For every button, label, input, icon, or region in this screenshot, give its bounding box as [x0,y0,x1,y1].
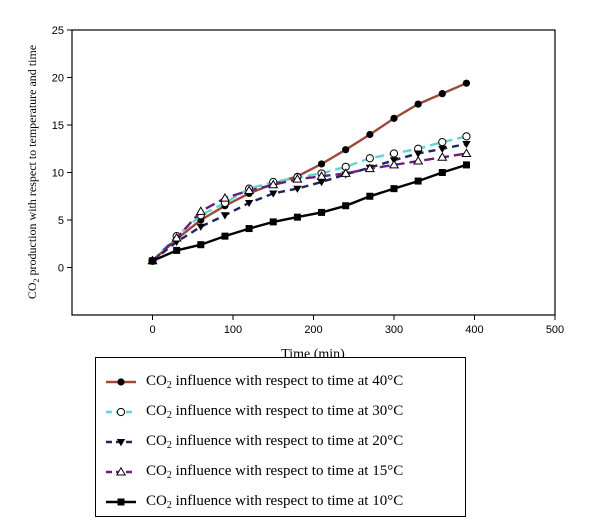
data-point [390,185,398,193]
legend-symbols [106,378,136,506]
data-point [317,179,326,187]
legend-symbol-2 [106,439,136,447]
x-tick-label: 400 [465,324,483,336]
plot-frame [71,29,556,316]
legend-symbol-0 [106,378,136,386]
data-point [149,257,156,265]
data-point [197,241,205,249]
data-point [245,225,253,233]
series-layer [147,79,472,266]
series-0 [148,79,471,265]
data-point [438,90,446,98]
series-line [151,152,467,262]
data-point [438,145,447,153]
data-point [318,208,326,216]
x-tick-label: 300 [385,324,403,336]
data-point [219,192,231,202]
y-tick-label: 25 [52,25,64,37]
legend-label-40c: CO2 influence with respect to time at 40… [146,373,404,391]
legend-label-15c: CO2 influence with respect to time at 15… [146,463,404,481]
data-point [438,138,447,147]
data-point [365,154,374,163]
y-axis-title: CO2 production with respect to temperatu… [25,45,41,299]
data-point [366,130,374,139]
data-point [269,190,278,198]
data-point [389,149,399,158]
y-tick-label: 5 [58,215,64,227]
data-point [340,168,351,177]
legend: CO2 influence with respect to time at 40… [95,357,466,517]
x-tick-label: 500 [546,324,564,336]
data-point [316,171,327,180]
data-point [462,132,471,141]
y-axis-title-sub: 2 [32,278,41,282]
data-point [293,185,302,193]
data-point [366,192,374,200]
legend-label-30c: CO2 influence with respect to time at 30… [146,403,404,421]
data-point [390,114,398,122]
data-point [342,146,350,154]
data-point [269,218,277,226]
legend-symbol-4 [106,498,136,506]
data-point [438,169,446,176]
legend-marker [116,407,126,417]
data-point [244,185,255,194]
data-point [221,232,229,240]
data-point [388,159,400,169]
y-tick-label: 10 [52,168,64,180]
data-point [413,150,423,158]
series-3 [147,148,472,265]
y-axis-ticks: 0 5 10 15 20 25 [52,25,72,275]
legend-symbol-1 [106,407,136,417]
data-point [413,155,424,165]
y-axis-title-main: CO [25,282,39,299]
data-point [173,246,181,254]
y-tick-label: 15 [52,120,64,132]
legend-marker [117,378,125,386]
x-tick-label: 100 [224,324,242,336]
legend-label-10c: CO2 influence with respect to time at 10… [146,493,404,511]
legend-marker [117,498,125,506]
data-point [414,100,422,108]
data-point [414,177,422,185]
x-axis-ticks: 0 100 200 300 400 500 [149,315,564,336]
y-tick-label: 20 [52,73,64,85]
data-point [462,141,471,149]
data-point [461,148,472,157]
data-point [462,161,470,169]
data-point [171,232,182,242]
data-point [244,199,254,208]
series-line [151,82,467,262]
series-line [151,142,467,262]
data-point [462,79,471,87]
x-tick-label: 0 [149,324,155,336]
data-point [437,152,448,161]
data-point [292,173,303,183]
legend-marker [116,439,126,447]
data-point [268,179,279,189]
x-tick-label: 200 [304,324,322,336]
series-line [152,163,467,263]
data-point [220,212,230,220]
legend-label-20c: CO2 influence with respect to time at 20… [146,433,404,451]
legend-marker [115,466,127,476]
data-point [342,202,350,210]
data-point [195,206,206,215]
data-point [196,223,205,231]
data-point [364,163,375,173]
series-4 [149,161,470,265]
legend-symbol-3 [106,466,136,476]
y-axis-title-rest: production with respect to temperature a… [25,45,39,279]
data-point [317,160,326,168]
data-point [293,213,301,221]
y-tick-label: 0 [58,263,64,275]
